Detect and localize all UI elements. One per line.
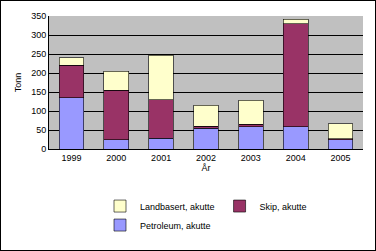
- svg-text:50: 50: [36, 125, 46, 135]
- svg-text:2000: 2000: [106, 153, 126, 163]
- svg-text:Skip, akutte: Skip, akutte: [260, 202, 307, 212]
- svg-text:150: 150: [31, 87, 46, 97]
- svg-text:2001: 2001: [151, 153, 171, 163]
- svg-text:År: År: [202, 163, 211, 173]
- svg-text:100: 100: [31, 106, 46, 116]
- svg-text:350: 350: [31, 11, 46, 21]
- svg-text:0: 0: [41, 144, 46, 154]
- svg-text:300: 300: [31, 30, 46, 40]
- svg-text:2004: 2004: [286, 153, 306, 163]
- svg-text:2003: 2003: [241, 153, 261, 163]
- svg-text:200: 200: [31, 68, 46, 78]
- svg-text:Landbasert, akutte: Landbasert, akutte: [140, 202, 215, 212]
- svg-text:2005: 2005: [331, 153, 351, 163]
- svg-text:1999: 1999: [61, 153, 81, 163]
- svg-text:250: 250: [31, 49, 46, 59]
- svg-text:2002: 2002: [196, 153, 216, 163]
- svg-text:Petroleum, akutte: Petroleum, akutte: [140, 221, 211, 231]
- svg-text:Tonn: Tonn: [13, 73, 23, 93]
